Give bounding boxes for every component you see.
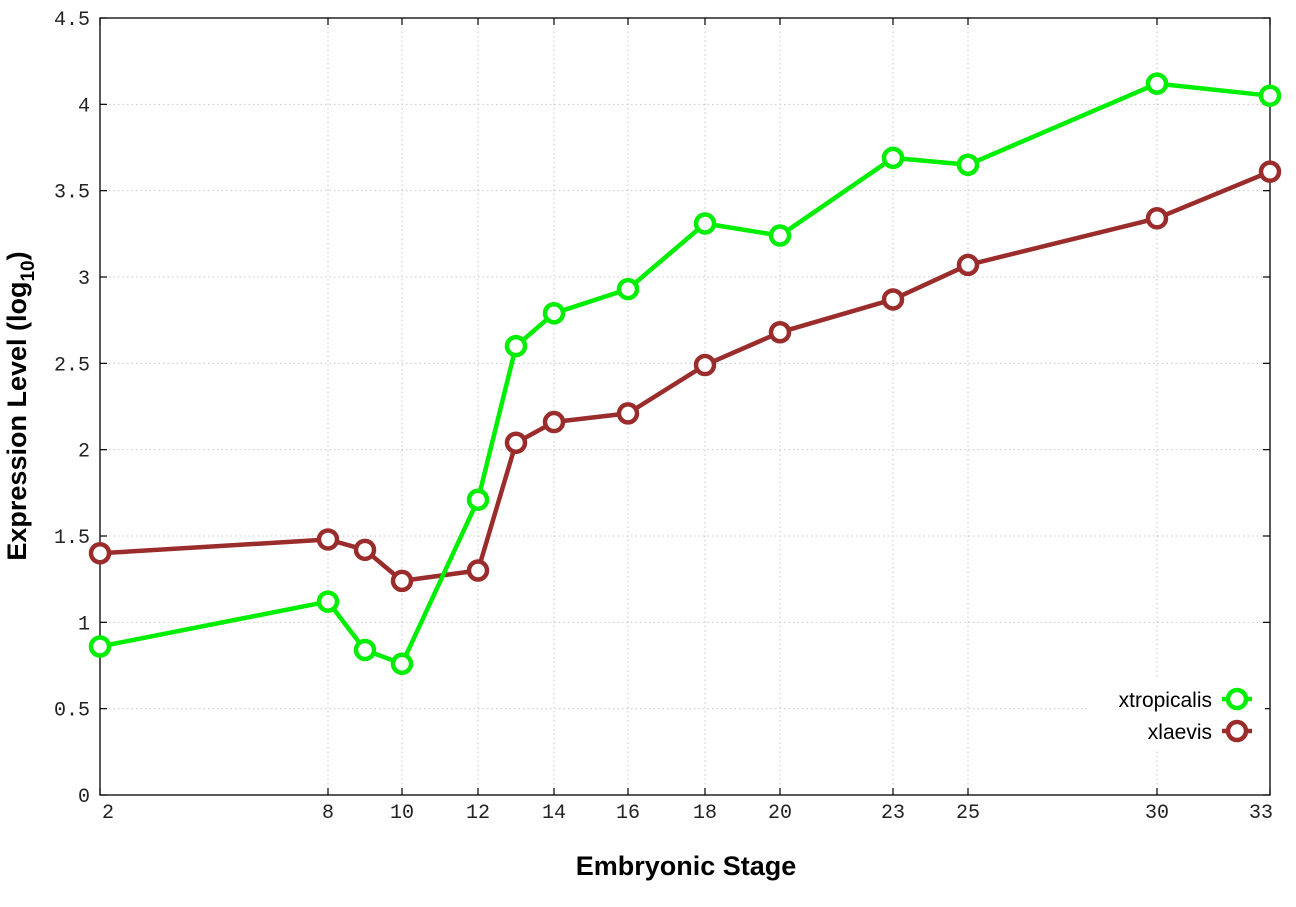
series-line-xlaevis bbox=[99, 169, 1271, 584]
y-tick-label: 0.5 bbox=[54, 700, 90, 723]
x-tick-label: 20 bbox=[768, 802, 792, 825]
data-point-xtropicalis bbox=[693, 212, 717, 235]
data-point-xtropicalis bbox=[956, 153, 980, 177]
series-xlaevis bbox=[88, 160, 1282, 593]
x-tick-label: 25 bbox=[956, 802, 980, 825]
data-point-xlaevis bbox=[504, 431, 528, 455]
series-xtropicalis bbox=[88, 72, 1282, 676]
data-point-xtropicalis bbox=[316, 590, 340, 613]
legend: xtropicalis xlaevis bbox=[1090, 678, 1265, 750]
data-point-xtropicalis bbox=[768, 224, 792, 247]
y-tick-label: 3.5 bbox=[54, 182, 90, 205]
data-point-xlaevis bbox=[1258, 160, 1282, 183]
x-tick-label: 16 bbox=[616, 802, 640, 825]
data-point-xlaevis bbox=[881, 288, 905, 311]
y-axis-title-main: Expression Level (log bbox=[2, 282, 32, 561]
data-point-xtropicalis bbox=[881, 146, 905, 170]
x-tick-label: 18 bbox=[693, 802, 717, 825]
data-point-xtropicalis bbox=[390, 652, 414, 676]
grid bbox=[100, 18, 1270, 795]
x-tick-label: 30 bbox=[1145, 802, 1169, 825]
y-tick-label: 2.5 bbox=[54, 354, 90, 377]
data-point-xlaevis bbox=[390, 569, 414, 593]
plot-frame bbox=[99, 17, 1271, 796]
data-point-xlaevis bbox=[1145, 207, 1169, 230]
data-point-xlaevis bbox=[316, 528, 340, 551]
data-point-xtropicalis bbox=[88, 635, 112, 658]
legend-items: xtropicalis xlaevis bbox=[1119, 687, 1252, 744]
y-tick-label: 4.5 bbox=[54, 9, 90, 32]
ticks: 0 0.5 1 1.5 2 2.5 3 3.5 4 4.5 2 8 10 12 14 16 18 20 23 25 30… bbox=[54, 9, 1273, 825]
x-tick-label: 8 bbox=[322, 802, 334, 825]
data-point-xlaevis bbox=[693, 353, 717, 377]
y-tick-label: 1.5 bbox=[54, 527, 90, 550]
y-axis-title-subscript: 10 bbox=[18, 260, 39, 281]
data-point-xlaevis bbox=[542, 410, 566, 434]
series-line-xtropicalis bbox=[99, 81, 1271, 667]
y-tick-label: 0 bbox=[78, 786, 90, 809]
y-tick-label: 2 bbox=[78, 441, 90, 464]
x-tick-label: 23 bbox=[881, 802, 905, 825]
data-point-xlaevis bbox=[466, 559, 490, 582]
y-axis-title-suffix: ) bbox=[2, 251, 32, 260]
x-tick-label: 12 bbox=[466, 802, 490, 825]
data-point-xtropicalis bbox=[1145, 72, 1169, 95]
legend-swatch-marker-xlaevis bbox=[1225, 719, 1249, 743]
x-tick-label: 2 bbox=[102, 802, 114, 825]
data-point-xtropicalis bbox=[353, 638, 377, 662]
data-point-xtropicalis bbox=[616, 277, 640, 301]
data-point-xlaevis bbox=[616, 402, 640, 425]
x-tick-label: 10 bbox=[390, 802, 414, 825]
legend-swatch-marker-xtropicalis bbox=[1225, 687, 1249, 711]
data-point-xlaevis bbox=[88, 542, 112, 565]
x-tick-label: 33 bbox=[1249, 802, 1273, 825]
series-layer bbox=[88, 72, 1282, 676]
data-point-xlaevis bbox=[768, 321, 792, 344]
data-point-xtropicalis bbox=[1258, 84, 1282, 107]
x-tick-label: 14 bbox=[542, 802, 566, 825]
data-point-xtropicalis bbox=[542, 302, 566, 325]
data-point-xtropicalis bbox=[504, 334, 528, 358]
legend-label-xtropicalis: xtropicalis bbox=[1119, 689, 1212, 712]
y-tick-label: 1 bbox=[78, 613, 90, 636]
y-axis-title: Expression Level (log10) bbox=[2, 251, 39, 560]
data-point-xlaevis bbox=[956, 253, 980, 277]
x-axis-title: Embryonic Stage bbox=[576, 851, 797, 881]
y-tick-label: 4 bbox=[78, 95, 90, 118]
data-point-xlaevis bbox=[353, 538, 377, 562]
legend-label-xlaevis: xlaevis bbox=[1148, 721, 1212, 744]
data-point-xtropicalis bbox=[466, 488, 490, 511]
y-tick-label: 3 bbox=[78, 268, 90, 291]
